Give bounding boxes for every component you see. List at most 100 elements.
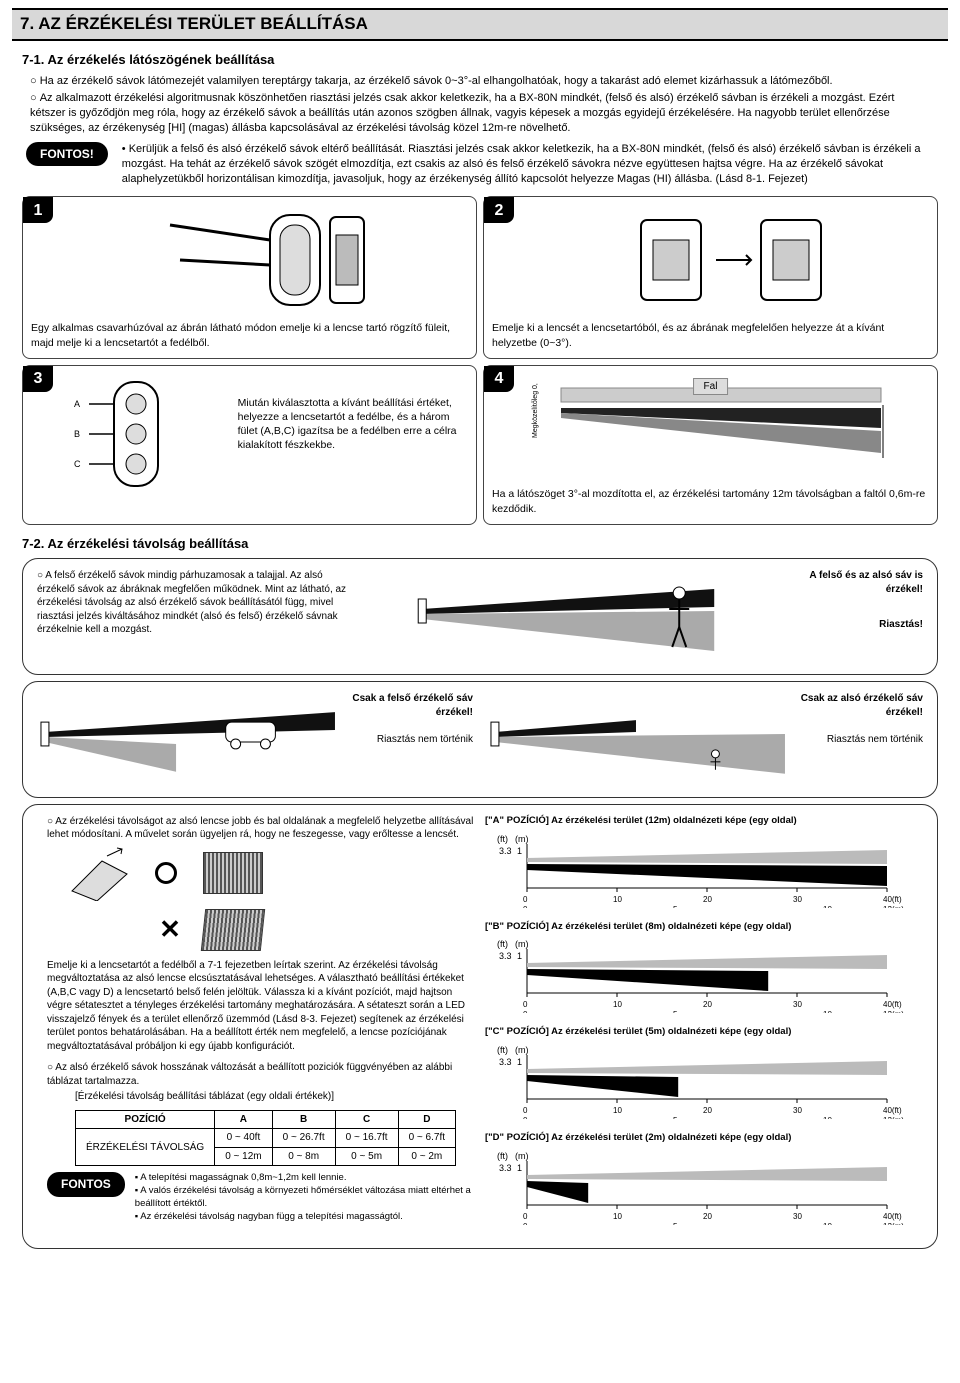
panel-1-caption: Egy alkalmas csavarhúzóval az ábrán láth… [31, 321, 468, 349]
svg-text:0: 0 [523, 1000, 528, 1009]
lens-bad [201, 909, 265, 951]
svg-text:20: 20 [703, 895, 712, 904]
svg-text:40(ft): 40(ft) [883, 1106, 902, 1115]
svg-text:30: 30 [793, 1212, 802, 1221]
svg-text:(ft): (ft) [497, 1045, 508, 1055]
ox-correct [67, 846, 475, 901]
range-table: POZÍCIÓ A B C D ÉRZÉKELÉSI TÁVOLSÁG 0 ~ … [75, 1110, 456, 1167]
svg-text:12(m): 12(m) [883, 1222, 904, 1225]
svg-text:3.3: 3.3 [499, 1057, 512, 1067]
fontos-text: Kerüljük a felső és alsó érzékelő sávok … [122, 143, 921, 185]
td-b-m: 0 ~ 8m [272, 1147, 335, 1166]
svg-text:10: 10 [823, 1116, 832, 1119]
panel-1: 1 Egy alkalmas csavarhúzóval az ábrán lá… [22, 196, 477, 358]
td-rowlabel: ÉRZÉKELÉSI TÁVOLSÁG [76, 1129, 215, 1166]
table-intro: Az alsó érzékelő sávok hosszának változá… [47, 1062, 452, 1087]
svg-text:(m): (m) [515, 1045, 529, 1055]
panel-4-wall-label: Fal [693, 378, 729, 396]
beam-only-top [37, 692, 335, 787]
charts-col: ["A" POZÍCIÓ] Az érzékelési terület (12m… [485, 815, 913, 1238]
td-a-m: 0 ~ 12m [215, 1147, 272, 1166]
svg-text:10: 10 [613, 1106, 622, 1115]
svg-text:12(m): 12(m) [883, 1116, 904, 1119]
panel-1-illustration [31, 205, 468, 315]
chart-a-title: ["A" POZÍCIÓ] Az érzékelési terület (12m… [485, 815, 913, 828]
svg-text:20: 20 [703, 1212, 712, 1221]
svg-text:5: 5 [673, 1222, 678, 1225]
x-mark-icon [155, 912, 185, 947]
fontos2-b3: Az érzékelési távolság nagyban függ a te… [135, 1211, 475, 1224]
chart-b: ["B" POZÍCIÓ] Az érzékelési terület (8m)… [485, 921, 913, 1019]
svg-text:0: 0 [523, 1212, 528, 1221]
fontos-badge: FONTOS! [26, 142, 108, 166]
svg-text:40(ft): 40(ft) [883, 895, 902, 904]
panel-2-num: 2 [484, 197, 514, 223]
svg-text:30: 30 [793, 1000, 802, 1009]
subheader-7-1: 7-1. Az érzékelés látószögének beállítás… [22, 51, 948, 69]
beam-both-detect [370, 569, 758, 664]
fontos2-block: FONTOS A telepítési magasságnak 0,8m~1,2… [47, 1172, 475, 1223]
svg-text:10: 10 [613, 895, 622, 904]
svg-text:(m): (m) [515, 834, 529, 844]
section-title: AZ ÉRZÉKELÉSI TERÜLET BEÁLLÍTÁSA [38, 14, 368, 33]
td-a-ft: 0 ~ 40ft [215, 1129, 272, 1148]
svg-text:5: 5 [673, 905, 678, 908]
panel-3-illustration: A B C [31, 374, 228, 494]
svg-text:10: 10 [823, 905, 832, 908]
panel-1-num: 1 [23, 197, 53, 223]
svg-text:(ft): (ft) [497, 834, 508, 844]
chart-c: ["C" POZÍCIÓ] Az érzékelési terület (5m)… [485, 1026, 913, 1124]
td-d-ft: 0 ~ 6.7ft [398, 1129, 455, 1148]
svg-text:20: 20 [703, 1106, 712, 1115]
td-c-ft: 0 ~ 16.7ft [335, 1129, 398, 1148]
svg-text:10: 10 [613, 1000, 622, 1009]
svg-text:1: 1 [517, 1057, 522, 1067]
panel-2-caption: Emelje ki a lencsét a lencsetartóból, és… [492, 321, 929, 349]
svg-text:12(m): 12(m) [883, 1010, 904, 1013]
svg-text:5: 5 [673, 1010, 678, 1013]
svg-text:30: 30 [793, 895, 802, 904]
svg-text:40(ft): 40(ft) [883, 1000, 902, 1009]
ox-wrong [67, 909, 475, 951]
th-b: B [272, 1110, 335, 1129]
svg-text:0: 0 [523, 905, 528, 908]
p-7-1-b: Az alkalmazott érzékelési algoritmusnak … [30, 91, 930, 136]
svg-text:0: 0 [523, 895, 528, 904]
td-c-m: 0 ~ 5m [335, 1147, 398, 1166]
fontos2-b1: A telepítési magasságnak 0,8m~1,2m kell … [135, 1172, 475, 1185]
svg-text:(ft): (ft) [497, 1151, 508, 1161]
p-7-1-a: Ha az érzékelő sávok látómezejét valamil… [30, 74, 930, 89]
th-pos: POZÍCIÓ [76, 1110, 215, 1129]
chart-d-title: ["D" POZÍCIÓ] Az érzékelési terület (2m)… [485, 1132, 913, 1145]
section-header: 7. AZ ÉRZÉKELÉSI TERÜLET BEÁLLÍTÁSA [12, 8, 948, 41]
panel-2-illustration [492, 205, 929, 315]
svg-text:0: 0 [523, 1010, 528, 1013]
dist-box-noalarm: Csak a felső érzékelő sáv érzékel! Riasz… [22, 681, 938, 798]
svg-text:3.3: 3.3 [499, 846, 512, 856]
fontos2-badge: FONTOS [47, 1172, 125, 1196]
svg-text:(m): (m) [515, 1151, 529, 1161]
lens-ok [203, 852, 263, 894]
svg-text:0: 0 [523, 1222, 528, 1225]
section-number: 7. [20, 14, 34, 33]
lower-left-col: ○ Az érzékelési távolságot az alsó lencs… [47, 815, 475, 1238]
dist-box-lower: ○ Az érzékelési távolságot az alsó lencs… [22, 804, 938, 1249]
beam-only-bottom [487, 692, 785, 787]
svg-text:30: 30 [793, 1106, 802, 1115]
chart-d: ["D" POZÍCIÓ] Az érzékelési terület (2m)… [485, 1132, 913, 1230]
lift-text: Emelje ki a lencsetartót a fedélből a 7-… [47, 959, 475, 1054]
svg-text:0: 0 [523, 1116, 528, 1119]
alarm-label: Riasztás! [772, 618, 923, 632]
both-detect-label: A felső és az alsó sáv is érzékel! [772, 569, 923, 596]
svg-text:10: 10 [823, 1010, 832, 1013]
chart-a: ["A" POZÍCIÓ] Az érzékelési terület (12m… [485, 815, 913, 913]
panel-4-mount-label: Megközelítőleg 0,6m [532, 383, 539, 438]
svg-text:B: B [74, 429, 80, 439]
svg-text:10: 10 [613, 1212, 622, 1221]
panel-4-caption: Ha a látószöget 3°-al mozdította el, az … [492, 487, 929, 515]
o-mark-icon [155, 862, 185, 884]
dist-top-text: ○ A felső érzékelő sávok mindig párhuzam… [37, 569, 356, 637]
svg-text:5: 5 [673, 1116, 678, 1119]
subheader-7-2: 7-2. Az érzékelési távolság beállítása [22, 535, 948, 553]
svg-text:(m): (m) [515, 939, 529, 949]
